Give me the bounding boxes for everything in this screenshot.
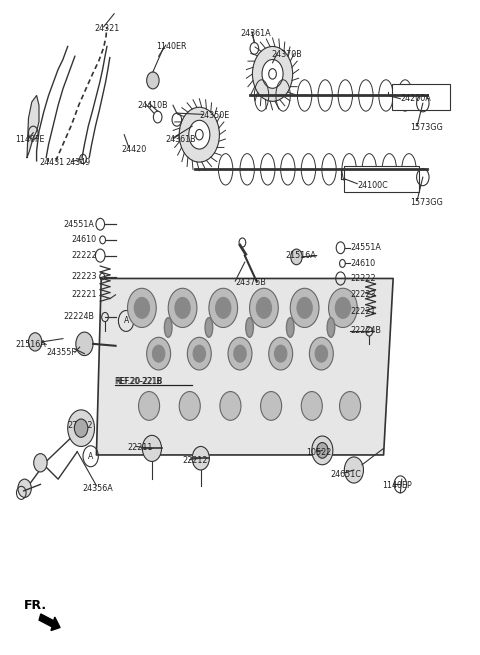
Circle shape	[301, 392, 323, 421]
Circle shape	[209, 288, 238, 328]
Text: FR.: FR.	[24, 599, 47, 612]
Circle shape	[317, 443, 328, 458]
Circle shape	[128, 288, 156, 328]
Text: 22222: 22222	[72, 251, 97, 260]
Text: 24651C: 24651C	[330, 470, 361, 479]
Text: 24551A: 24551A	[350, 243, 381, 252]
Text: A: A	[123, 316, 129, 326]
Text: A: A	[88, 452, 93, 460]
Circle shape	[139, 392, 159, 421]
Text: 1140FE: 1140FE	[15, 136, 45, 144]
Text: 21516A: 21516A	[15, 340, 46, 349]
Circle shape	[175, 297, 190, 318]
Circle shape	[310, 337, 333, 370]
Circle shape	[339, 392, 360, 421]
Text: 24551A: 24551A	[63, 220, 94, 229]
Circle shape	[147, 337, 170, 370]
Circle shape	[153, 345, 165, 362]
Circle shape	[252, 47, 293, 102]
Ellipse shape	[246, 318, 253, 337]
Circle shape	[76, 332, 93, 356]
Circle shape	[168, 288, 197, 328]
Circle shape	[34, 454, 47, 472]
Circle shape	[134, 297, 150, 318]
Text: 22212: 22212	[182, 457, 208, 465]
Circle shape	[315, 345, 327, 362]
FancyBboxPatch shape	[344, 166, 419, 192]
Circle shape	[297, 297, 312, 318]
Circle shape	[192, 447, 209, 470]
Text: 24410B: 24410B	[137, 101, 168, 110]
Text: 24350E: 24350E	[199, 111, 229, 121]
Text: 22221: 22221	[350, 307, 375, 316]
Circle shape	[275, 345, 287, 362]
Circle shape	[344, 457, 363, 483]
Text: 27242: 27242	[68, 421, 93, 430]
FancyArrow shape	[39, 614, 60, 631]
Text: 24356A: 24356A	[82, 485, 113, 493]
Text: 24355F: 24355F	[46, 348, 76, 357]
Text: 1573GG: 1573GG	[410, 198, 443, 206]
Text: 22211: 22211	[128, 443, 153, 452]
Text: 22222: 22222	[350, 274, 376, 283]
Text: 22223: 22223	[72, 272, 97, 281]
Circle shape	[234, 345, 246, 362]
Text: 1140EP: 1140EP	[383, 481, 412, 490]
Text: 22224B: 22224B	[63, 312, 94, 321]
Text: 24375B: 24375B	[235, 278, 266, 287]
Circle shape	[312, 436, 333, 465]
Text: 24100C: 24100C	[357, 181, 388, 189]
Circle shape	[261, 392, 282, 421]
Text: 1140ER: 1140ER	[156, 42, 187, 51]
Circle shape	[269, 337, 293, 370]
Circle shape	[291, 249, 302, 265]
Circle shape	[220, 392, 241, 421]
Text: 21516A: 21516A	[286, 251, 316, 260]
Text: 1573GG: 1573GG	[410, 123, 443, 132]
Ellipse shape	[287, 318, 294, 337]
Text: 24349: 24349	[65, 159, 91, 167]
Circle shape	[228, 337, 252, 370]
Circle shape	[68, 410, 95, 447]
Text: 24361A: 24361A	[240, 29, 271, 38]
Text: 24431: 24431	[39, 159, 64, 167]
Text: 22224B: 22224B	[350, 326, 381, 335]
Text: 24321: 24321	[94, 24, 119, 33]
Text: REF.20-221B: REF.20-221B	[116, 377, 163, 386]
Polygon shape	[27, 96, 39, 158]
Text: 24420: 24420	[121, 145, 146, 153]
Circle shape	[250, 288, 278, 328]
Circle shape	[74, 419, 88, 438]
Text: 22223: 22223	[350, 290, 375, 299]
Circle shape	[290, 288, 319, 328]
Text: 24370B: 24370B	[271, 50, 302, 59]
Text: 22221: 22221	[72, 290, 97, 299]
Circle shape	[216, 297, 231, 318]
Circle shape	[335, 297, 350, 318]
Circle shape	[189, 121, 210, 149]
Polygon shape	[96, 278, 393, 455]
Ellipse shape	[327, 318, 335, 337]
Ellipse shape	[164, 318, 172, 337]
Circle shape	[18, 479, 31, 497]
Circle shape	[193, 345, 205, 362]
Circle shape	[179, 107, 219, 162]
Ellipse shape	[205, 318, 213, 337]
Circle shape	[187, 337, 211, 370]
Circle shape	[262, 60, 283, 88]
Circle shape	[28, 333, 42, 351]
Text: 24361B: 24361B	[166, 135, 196, 143]
Circle shape	[179, 392, 200, 421]
Text: 24200A: 24200A	[400, 94, 431, 103]
Text: 24610: 24610	[350, 259, 375, 268]
Circle shape	[256, 297, 272, 318]
Text: 10522: 10522	[306, 449, 331, 457]
Text: REF.20-221B: REF.20-221B	[115, 377, 162, 386]
FancyBboxPatch shape	[392, 84, 450, 110]
Text: 24610: 24610	[72, 235, 96, 244]
Circle shape	[147, 72, 159, 89]
Circle shape	[328, 288, 357, 328]
Circle shape	[143, 436, 161, 462]
